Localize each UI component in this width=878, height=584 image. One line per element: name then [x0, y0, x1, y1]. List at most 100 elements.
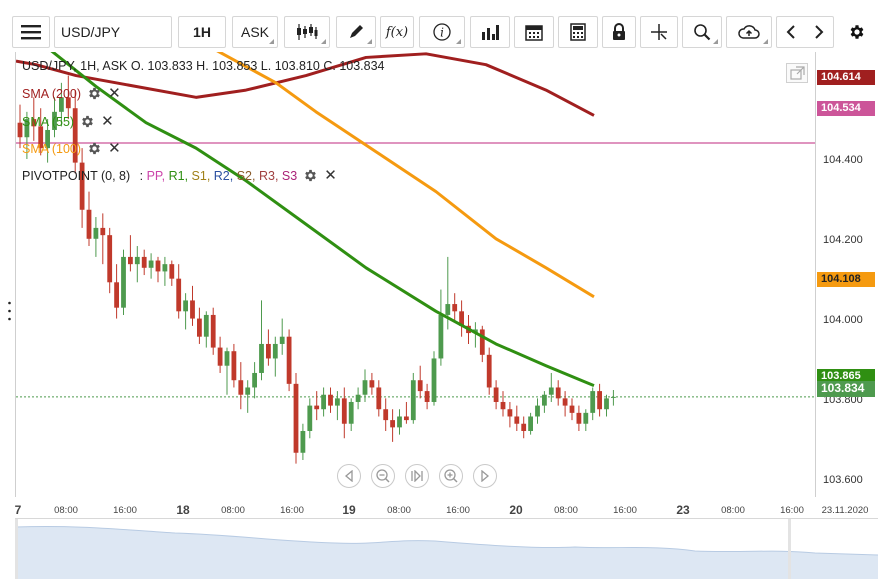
- price-type-selector[interactable]: ASK: [232, 16, 278, 48]
- y-tick: 103.800: [823, 394, 863, 406]
- x-tick: 19: [342, 503, 356, 517]
- candle-body: [542, 394, 547, 406]
- candle-body: [65, 97, 71, 109]
- menu-button[interactable]: [12, 16, 50, 48]
- close-icon[interactable]: ✕: [108, 140, 121, 157]
- candle-body: [341, 398, 347, 424]
- candle-body: [535, 405, 540, 417]
- lock-button[interactable]: [602, 16, 636, 48]
- candle-body: [424, 391, 430, 402]
- candle-body: [128, 256, 133, 265]
- last-price-tag: 103.834: [817, 381, 875, 397]
- candle-body: [86, 209, 92, 239]
- sma200-label: SMA (200): [22, 87, 82, 101]
- candle-body: [604, 398, 609, 410]
- candle-body: [314, 405, 320, 410]
- prev-icon[interactable]: [786, 24, 796, 40]
- calculator-button[interactable]: [558, 16, 598, 48]
- candle-body: [238, 380, 244, 395]
- volume-bars-icon: [482, 25, 499, 40]
- timeframe-selector[interactable]: 1H: [178, 16, 226, 48]
- calculator-icon: [570, 23, 586, 41]
- pivot-pp: PP,: [146, 169, 166, 183]
- candle-body: [169, 264, 175, 279]
- panel-resize-handle[interactable]: [8, 300, 11, 322]
- candle-body: [376, 387, 382, 410]
- candle-body: [493, 387, 499, 402]
- cloud-save-button[interactable]: [726, 16, 772, 48]
- candle-body: [148, 260, 154, 268]
- candles-icon: [297, 24, 318, 40]
- candle-body: [293, 383, 299, 453]
- zoom-out-icon: [376, 469, 390, 483]
- x-tick: 16:00: [446, 505, 470, 516]
- reset-view-button[interactable]: [405, 464, 429, 488]
- candle-body: [397, 416, 402, 428]
- zoom-icon: [694, 24, 711, 41]
- candle-body: [507, 409, 513, 417]
- candle-body: [17, 122, 23, 138]
- popout-button[interactable]: [786, 63, 808, 83]
- gear-icon[interactable]: [303, 168, 318, 183]
- zoom-in-button[interactable]: [439, 464, 463, 488]
- sma55-label: SMA (55): [22, 115, 75, 129]
- x-tick: 20: [509, 503, 523, 517]
- pivot-separator: :: [139, 169, 147, 183]
- pivot-r3: R3,: [258, 169, 279, 183]
- calendar-button[interactable]: [514, 16, 554, 48]
- close-icon[interactable]: ✕: [101, 113, 114, 130]
- candle-body: [417, 380, 423, 392]
- crosshair-button[interactable]: [640, 16, 678, 48]
- chart-area[interactable]: [15, 52, 815, 497]
- scroll-right-button[interactable]: [473, 464, 497, 488]
- candle-body: [486, 354, 492, 388]
- sma100-price-tag: 104.108: [817, 272, 875, 287]
- candle-body: [45, 129, 50, 149]
- candle-body: [141, 256, 147, 268]
- gear-icon[interactable]: [87, 86, 102, 101]
- candle-body: [362, 380, 368, 395]
- indicator-button[interactable]: f(x): [380, 16, 414, 48]
- settings-button[interactable]: [842, 16, 872, 48]
- x-tick: 08:00: [54, 505, 78, 516]
- sma55-price-tag: 103.865: [817, 369, 875, 384]
- candle-body: [583, 412, 589, 424]
- caret-left-icon: [344, 470, 353, 482]
- volume-button[interactable]: [470, 16, 510, 48]
- close-icon[interactable]: ✕: [108, 85, 121, 102]
- draw-icon: [350, 25, 363, 38]
- candle-body: [93, 227, 99, 239]
- candle-body: [445, 304, 451, 315]
- gear-icon[interactable]: [87, 141, 102, 156]
- zoom-out-button[interactable]: [371, 464, 395, 488]
- y-tick: 104.000: [823, 314, 863, 326]
- candle-body: [190, 300, 195, 319]
- navigator-strip[interactable]: [14, 518, 878, 579]
- chart-type-button[interactable]: [284, 16, 330, 48]
- candle-body: [431, 358, 437, 402]
- candle-body: [162, 264, 168, 272]
- candle-body: [611, 396, 616, 398]
- lock-icon: [613, 23, 625, 40]
- symbol-selector[interactable]: USD/JPY: [54, 16, 172, 48]
- candle-body: [521, 423, 527, 431]
- candle-body: [410, 380, 416, 421]
- zoom-button[interactable]: [682, 16, 722, 48]
- gear-icon[interactable]: [80, 114, 95, 129]
- zoom-in-icon: [444, 469, 458, 483]
- candle-body: [31, 119, 37, 127]
- candle-body: [183, 300, 188, 312]
- candle-body: [52, 111, 57, 130]
- info-button[interactable]: i: [419, 16, 465, 48]
- info-icon: i: [433, 23, 451, 41]
- sma100-line: [216, 52, 595, 299]
- next-icon[interactable]: [814, 24, 824, 40]
- draw-tool-button[interactable]: [336, 16, 376, 48]
- price-axis[interactable]: [815, 52, 878, 497]
- y-tick: 104.400: [823, 154, 863, 166]
- close-icon[interactable]: ✕: [324, 167, 337, 184]
- candle-body: [459, 311, 464, 326]
- candle-body: [321, 394, 326, 410]
- menu-icon: [21, 25, 41, 40]
- scroll-left-button[interactable]: [337, 464, 361, 488]
